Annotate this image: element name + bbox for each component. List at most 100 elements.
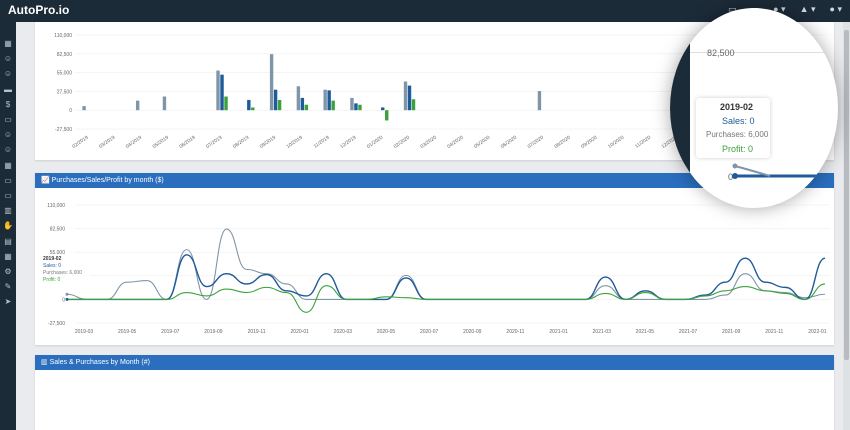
line-x-tick: 2020-07 xyxy=(420,329,439,335)
bar-sales[interactable] xyxy=(300,97,305,111)
bar-y-tick: 82,500 xyxy=(57,52,73,58)
bar-y-tick: -27,500 xyxy=(55,127,72,133)
bar-x-tick: 08/2020 xyxy=(553,135,571,150)
line-chart: 110,00082,50055,00027,5000-27,5002019-03… xyxy=(47,203,830,335)
line-x-tick: 2021-05 xyxy=(636,329,655,335)
line-y-tick: 110,000 xyxy=(47,203,65,209)
bar-profit[interactable] xyxy=(411,99,416,111)
line-x-tick: 2021-07 xyxy=(679,329,698,335)
line-x-tick: 2019-11 xyxy=(248,329,266,335)
bell-icon[interactable]: ▲ ▾ xyxy=(799,4,816,14)
bar-sales[interactable] xyxy=(327,90,331,111)
bar-y-tick: 0 xyxy=(69,108,72,114)
line-x-tick: 2019-07 xyxy=(161,329,180,335)
chart-icon[interactable]: ▤ xyxy=(4,236,12,246)
bar-purchases[interactable] xyxy=(296,86,301,111)
calendar-icon[interactable]: ▦ xyxy=(4,160,12,170)
bank-icon[interactable]: ▥ xyxy=(4,206,12,216)
image-icon[interactable]: ▭ xyxy=(4,175,12,185)
table-icon[interactable]: ▦ xyxy=(4,251,12,261)
image-icon[interactable]: ▭ xyxy=(4,191,12,200)
users-icon[interactable]: ☺ xyxy=(3,145,13,155)
bar-purchases[interactable] xyxy=(537,91,542,111)
zoom-tooltip-sales: Sales: 0 xyxy=(722,116,755,126)
bar-profit[interactable] xyxy=(385,110,389,121)
line-series-purchases[interactable] xyxy=(66,228,826,300)
line-x-tick: 2019-09 xyxy=(204,329,223,335)
zoom-tooltip-title: 2019-02 xyxy=(720,102,754,112)
line-chart-panel: 📈 Purchases/Sales/Profit by month ($) 11… xyxy=(35,173,834,345)
line-x-tick: 2019-03 xyxy=(75,329,94,335)
units-chart-header: ▥ Sales & Purchases by Month (#) xyxy=(35,355,834,370)
line-chart-title: Purchases/Sales/Profit by month ($) xyxy=(51,177,164,184)
bar-purchases[interactable] xyxy=(350,97,354,111)
line-series-profit[interactable] xyxy=(67,283,826,313)
bar-purchases[interactable] xyxy=(162,96,167,111)
users-icon[interactable]: ☺ xyxy=(3,69,13,79)
bar-sales[interactable] xyxy=(354,103,358,111)
bar-x-tick: 02/2020 xyxy=(393,135,411,150)
monitor-icon[interactable]: ▭ xyxy=(728,4,737,14)
bar-profit[interactable] xyxy=(358,104,362,111)
user-icon[interactable]: ● ▾ xyxy=(829,4,842,14)
chat-icon[interactable]: ● ▾ xyxy=(773,4,786,14)
bar-purchases[interactable] xyxy=(403,81,408,111)
bar-purchases[interactable] xyxy=(216,70,220,111)
users-icon[interactable]: ☺ xyxy=(3,54,13,64)
users-icon[interactable]: ☺ xyxy=(3,130,13,140)
bar-profit[interactable] xyxy=(331,100,335,111)
line-x-tick: 2020-01 xyxy=(291,329,310,335)
bar-sales[interactable] xyxy=(381,107,385,111)
dashboard-icon[interactable]: ▦ xyxy=(4,39,12,48)
money-icon[interactable]: ▭ xyxy=(4,115,12,124)
hand-icon[interactable]: ✋ xyxy=(3,221,13,231)
bar-x-tick: 10/2020 xyxy=(607,135,625,150)
zoom-series-svg xyxy=(732,163,830,179)
bar-purchases[interactable] xyxy=(269,54,274,111)
bar-purchases[interactable] xyxy=(82,106,86,111)
zoom-point-sales xyxy=(732,173,738,179)
bar-profit[interactable] xyxy=(304,104,309,111)
gear-icon[interactable]: ⚙ xyxy=(4,267,12,276)
bar-x-tick: 10/2019 xyxy=(286,135,304,150)
line-x-tick: 2021-11 xyxy=(765,329,783,335)
brand-logo[interactable]: AutoPro.io xyxy=(8,3,70,17)
bar-sales[interactable] xyxy=(273,89,278,111)
bar-profit[interactable] xyxy=(224,96,228,111)
bar-purchases[interactable] xyxy=(323,89,327,111)
bar-profit[interactable] xyxy=(277,99,282,111)
zoom-tick-upper: 82,500 xyxy=(707,48,735,58)
sidebar: ▦ ☺ ☺ ▬ $ ▭ ☺ ☺ ▦ ▭ ▭ ▥ ✋ ▤ ▦ ⚙ ✎ ➤ xyxy=(0,22,16,430)
hover-point-sales xyxy=(65,297,69,301)
bar-profit[interactable] xyxy=(251,107,255,111)
bar-x-tick: 11/2019 xyxy=(313,135,331,150)
tooltip-title: 2019-02 xyxy=(43,256,62,262)
wrench-icon[interactable]: ✎ xyxy=(4,282,12,292)
bar-x-tick: 08/2019 xyxy=(232,135,250,150)
chart-tooltip: 2019-02 Sales: 0 Purchases: 6,000 Profit… xyxy=(40,254,90,290)
zoom-purchases-line xyxy=(734,165,771,177)
bar-x-tick: 06/2019 xyxy=(178,135,196,150)
bar-x-tick: 05/2019 xyxy=(152,135,170,150)
bar-sales[interactable] xyxy=(407,85,412,111)
zoom-tooltip: 2019-02 Sales: 0 Purchases: 6,000 Profit… xyxy=(696,98,770,158)
line-series-sales[interactable] xyxy=(67,254,826,301)
zoom-tick-zero: 0 xyxy=(728,172,734,182)
chart-line-icon: 📈 xyxy=(41,177,50,184)
line-chart-header: 📈 Purchases/Sales/Profit by month ($) xyxy=(35,173,834,188)
bar-x-tick: 03/2020 xyxy=(420,135,438,150)
zoom-point-purchases xyxy=(732,163,738,169)
bar-y-tick: 110,000 xyxy=(54,33,72,39)
scrollbar-thumb[interactable] xyxy=(844,30,849,360)
line-y-tick: -27,500 xyxy=(48,321,65,327)
bar-x-tick: 04/2019 xyxy=(125,135,143,150)
tooltip-purchases: Purchases: 6,000 xyxy=(43,270,82,276)
top-navbar: AutoPro.io ▭ ▭ ● ▾ ▲ ▾ ● ▾ xyxy=(0,0,850,22)
car-icon[interactable]: ▬ xyxy=(4,84,12,94)
bar-purchases[interactable] xyxy=(135,100,140,111)
dollar-icon[interactable]: $ xyxy=(5,99,11,109)
bar-sales[interactable] xyxy=(247,99,251,111)
rocket-icon[interactable]: ➤ xyxy=(4,297,12,307)
bar-sales[interactable] xyxy=(220,74,224,111)
bar-x-tick: 12/2019 xyxy=(339,135,357,150)
